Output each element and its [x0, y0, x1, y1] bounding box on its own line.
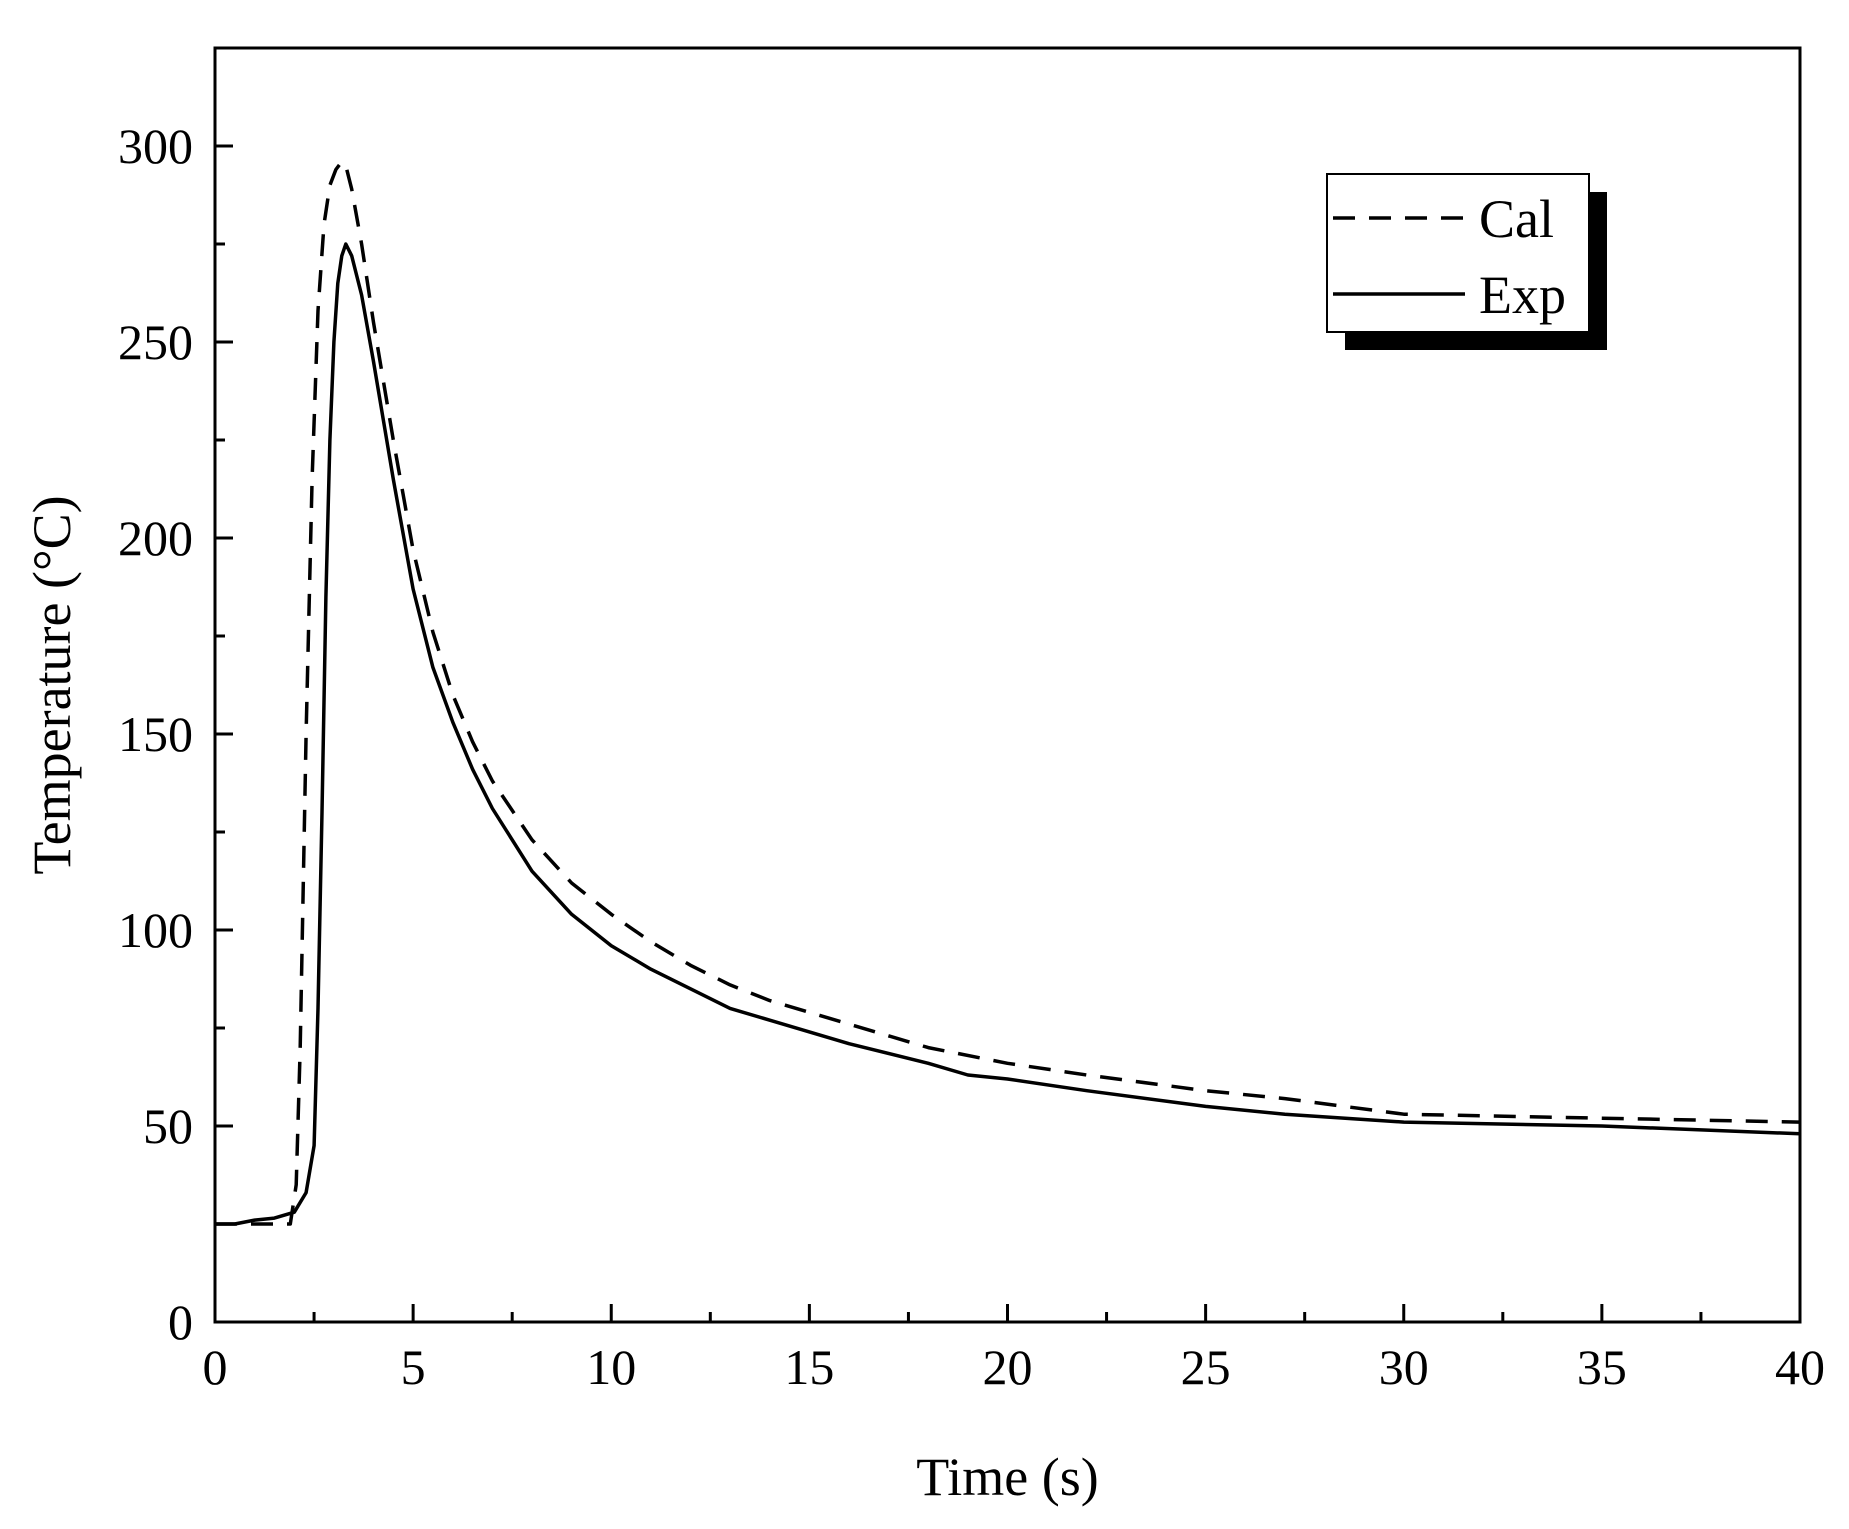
y-tick-label: 100: [118, 902, 193, 958]
x-tick-label: 20: [983, 1339, 1033, 1395]
y-tick-label: 50: [143, 1098, 193, 1154]
legend: Cal Exp: [1326, 173, 1607, 350]
x-tick-label: 25: [1181, 1339, 1231, 1395]
legend-label-cal: Cal: [1479, 189, 1554, 249]
x-tick-label: 5: [401, 1339, 426, 1395]
x-axis-title: Time (s): [916, 1447, 1099, 1507]
y-tick-label: 0: [168, 1294, 193, 1350]
x-tick-label: 15: [784, 1339, 834, 1395]
series-line-cal: [215, 159, 1801, 1226]
y-tick-label: 200: [118, 510, 193, 566]
x-ticks: 0 5 10 15 20 25 30 35 40: [203, 1304, 1825, 1395]
legend-box: [1326, 173, 1590, 333]
legend-label-exp: Exp: [1479, 265, 1566, 325]
y-tick-label: 300: [118, 118, 193, 174]
series-line-exp: [215, 242, 1801, 1226]
x-tick-label: 30: [1379, 1339, 1429, 1395]
x-tick-label: 40: [1775, 1339, 1825, 1395]
x-tick-label: 35: [1577, 1339, 1627, 1395]
x-tick-label: 0: [203, 1339, 228, 1395]
series-lines: [215, 159, 1801, 1226]
x-tick-label: 10: [586, 1339, 636, 1395]
y-tick-label: 250: [118, 314, 193, 370]
y-tick-label: 150: [118, 706, 193, 762]
y-axis-title: Temperature (°C): [22, 495, 82, 874]
